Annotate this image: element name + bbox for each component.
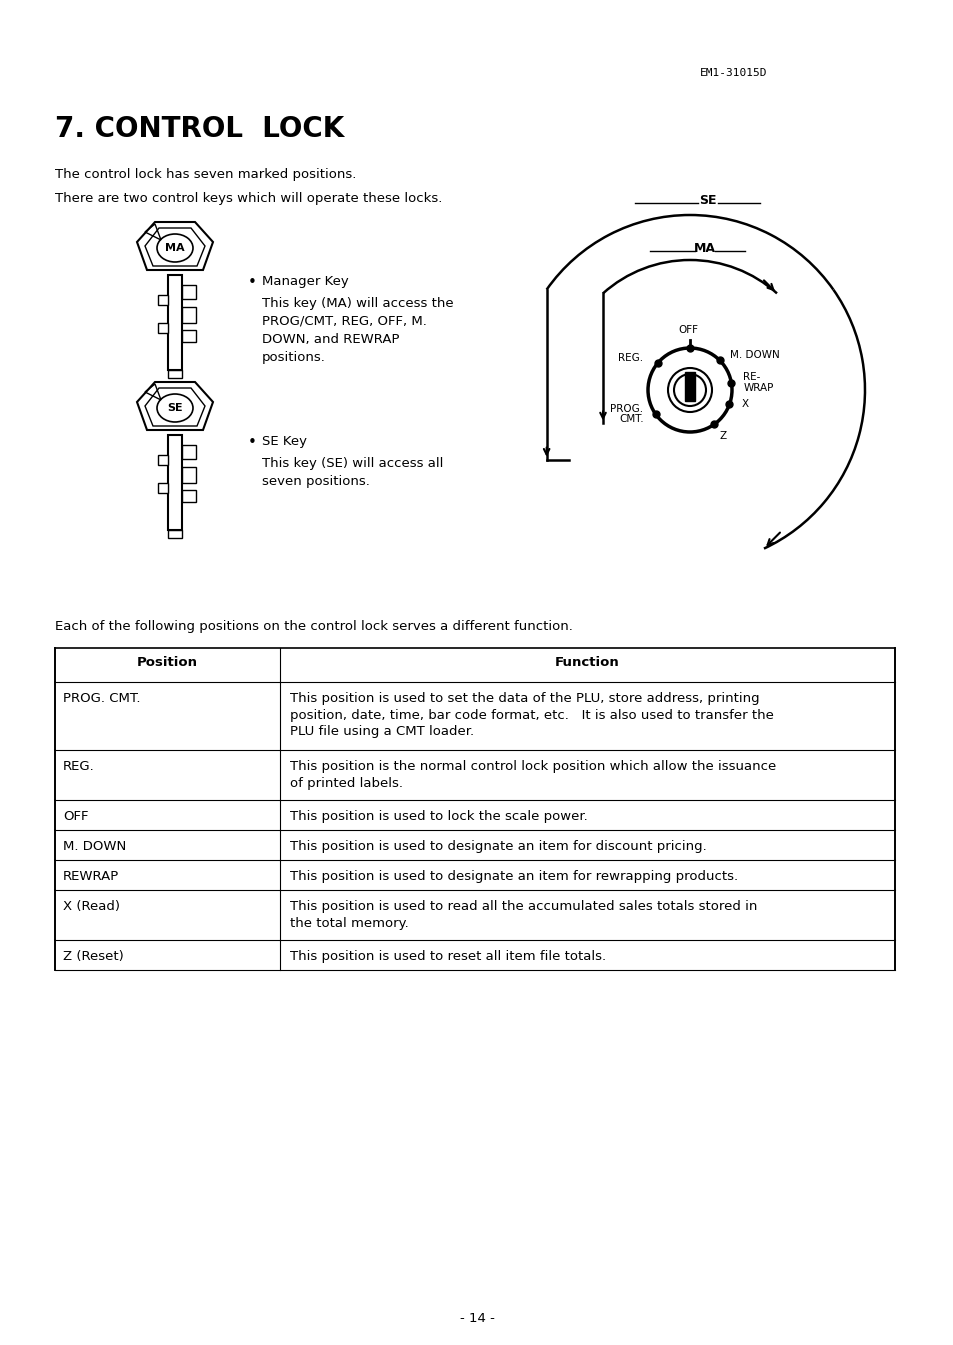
Text: RE-
WRAP: RE- WRAP bbox=[742, 373, 773, 393]
Text: The control lock has seven marked positions.: The control lock has seven marked positi… bbox=[55, 168, 356, 182]
Text: REG.: REG. bbox=[617, 352, 642, 363]
Text: M. DOWN: M. DOWN bbox=[729, 350, 779, 360]
Text: - 14 -: - 14 - bbox=[459, 1311, 494, 1325]
Text: X (Read): X (Read) bbox=[63, 900, 120, 913]
Text: X: X bbox=[740, 399, 748, 409]
Text: Z (Reset): Z (Reset) bbox=[63, 950, 124, 963]
Text: This position is used to lock the scale power.: This position is used to lock the scale … bbox=[290, 810, 587, 823]
Text: This key (MA) will access the: This key (MA) will access the bbox=[262, 297, 453, 309]
Text: This position is used to designate an item for rewrapping products.: This position is used to designate an it… bbox=[290, 870, 738, 884]
Polygon shape bbox=[182, 490, 195, 502]
Polygon shape bbox=[684, 373, 695, 401]
Text: SE: SE bbox=[167, 404, 183, 413]
Text: REG.: REG. bbox=[63, 760, 94, 773]
Text: PROG. CMT.: PROG. CMT. bbox=[63, 691, 140, 705]
Text: This position is the normal control lock position which allow the issuance
of pr: This position is the normal control lock… bbox=[290, 760, 776, 790]
Text: positions.: positions. bbox=[262, 351, 326, 364]
Text: seven positions.: seven positions. bbox=[262, 475, 370, 488]
Text: This position is used to designate an item for discount pricing.: This position is used to designate an it… bbox=[290, 841, 706, 853]
Text: Z: Z bbox=[719, 432, 725, 441]
Text: REWRAP: REWRAP bbox=[63, 870, 119, 884]
Text: EM1-31015D: EM1-31015D bbox=[700, 69, 767, 78]
Text: Each of the following positions on the control lock serves a different function.: Each of the following positions on the c… bbox=[55, 620, 572, 633]
Text: OFF: OFF bbox=[678, 325, 698, 335]
Text: This position is used to read all the accumulated sales totals stored in
the tot: This position is used to read all the ac… bbox=[290, 900, 757, 929]
Text: This position is used to set the data of the PLU, store address, printing
positi: This position is used to set the data of… bbox=[290, 691, 773, 738]
Polygon shape bbox=[158, 323, 168, 334]
Text: This position is used to reset all item file totals.: This position is used to reset all item … bbox=[290, 950, 605, 963]
Polygon shape bbox=[158, 295, 168, 305]
Text: MA: MA bbox=[165, 243, 185, 253]
Text: MA: MA bbox=[693, 242, 716, 256]
Polygon shape bbox=[158, 483, 168, 494]
Text: M. DOWN: M. DOWN bbox=[63, 841, 126, 853]
Polygon shape bbox=[182, 467, 195, 483]
Polygon shape bbox=[182, 285, 195, 299]
Text: SE Key: SE Key bbox=[262, 434, 307, 448]
Polygon shape bbox=[182, 330, 195, 342]
Text: •: • bbox=[248, 274, 256, 291]
Text: Function: Function bbox=[554, 656, 618, 670]
Text: Position: Position bbox=[136, 656, 197, 670]
Text: PROG.
CMT.: PROG. CMT. bbox=[610, 404, 643, 425]
Polygon shape bbox=[182, 445, 195, 459]
Text: •: • bbox=[248, 434, 256, 451]
Text: 7. CONTROL  LOCK: 7. CONTROL LOCK bbox=[55, 116, 344, 143]
Text: OFF: OFF bbox=[63, 810, 89, 823]
Text: PROG/CMT, REG, OFF, M.: PROG/CMT, REG, OFF, M. bbox=[262, 315, 426, 328]
Polygon shape bbox=[182, 307, 195, 323]
Text: There are two control keys which will operate these locks.: There are two control keys which will op… bbox=[55, 192, 442, 204]
Polygon shape bbox=[158, 455, 168, 465]
Text: Manager Key: Manager Key bbox=[262, 274, 349, 288]
Text: DOWN, and REWRAP: DOWN, and REWRAP bbox=[262, 334, 399, 346]
Text: SE: SE bbox=[699, 194, 716, 207]
Text: This key (SE) will access all: This key (SE) will access all bbox=[262, 457, 443, 469]
